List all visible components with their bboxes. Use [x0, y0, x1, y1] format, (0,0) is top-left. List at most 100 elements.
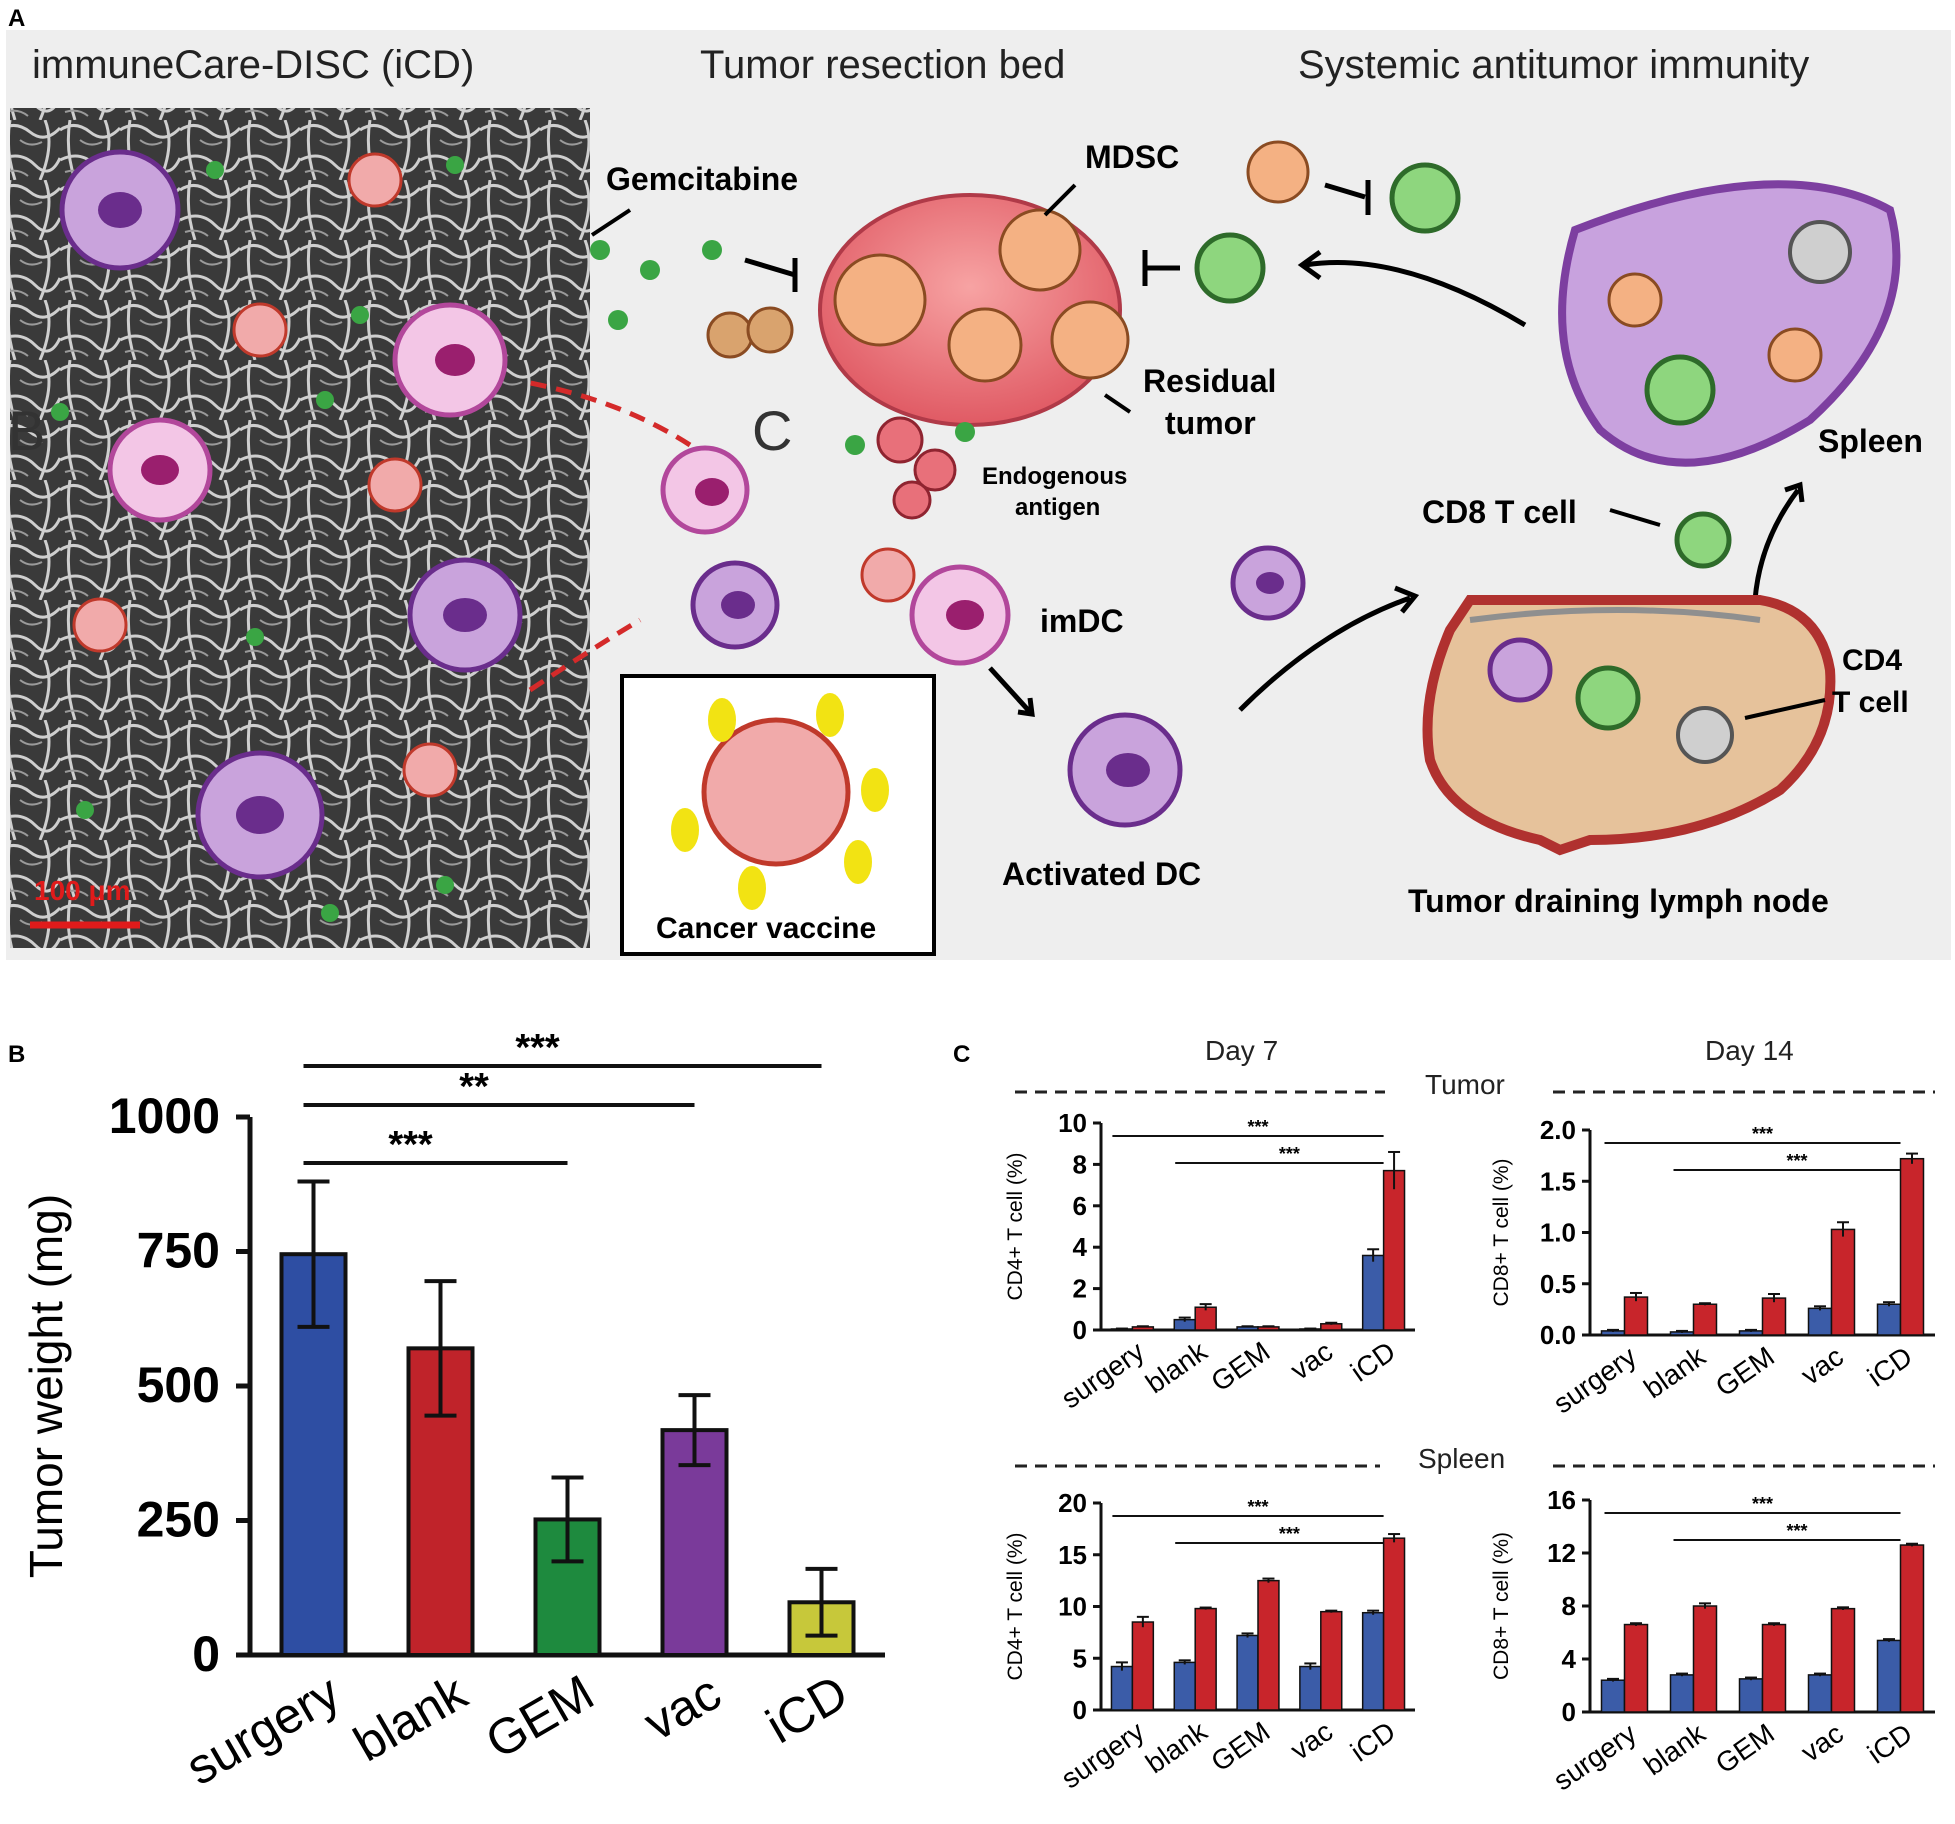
column-title-day14: Day 14: [1705, 1035, 1794, 1066]
column-title-day7: Day 7: [1205, 1035, 1278, 1066]
significance-label: ***: [1247, 1117, 1268, 1137]
residual-tumor-label-1: Residual: [1143, 363, 1276, 399]
y-tick-label: 5: [1073, 1643, 1087, 1673]
maturation-arrow-icon: [988, 666, 1035, 717]
panel-c-letter: C: [953, 1041, 970, 1068]
bar: [1194, 1306, 1217, 1331]
category-label: surgery: [177, 1664, 349, 1796]
cd4-label-2: T cell: [1832, 686, 1909, 719]
bar: [1761, 1297, 1787, 1336]
y-axis-label: CD8+ T cell (%): [1490, 1158, 1513, 1306]
vaccine-particle-icon: [367, 457, 423, 513]
y-axis-label: CD4+ T cell (%): [1004, 1532, 1027, 1680]
header-icd: immuneCare-DISC (iCD): [32, 43, 474, 87]
stray-letter-c: C: [752, 399, 792, 462]
bar: [1320, 1610, 1343, 1711]
bar: [1899, 1544, 1925, 1713]
bar: [1173, 1661, 1196, 1711]
y-tick-label: 10: [1058, 1108, 1087, 1138]
dc-cell-icon: [407, 557, 523, 673]
bar: [1382, 1537, 1406, 1711]
y-tick-label: 8: [1562, 1591, 1576, 1621]
bar: [1807, 1307, 1833, 1336]
dc-cell-icon: [690, 560, 780, 650]
activated-dc-label: Activated DC: [1002, 856, 1201, 892]
bar: [1761, 1623, 1787, 1713]
panel-c: C Day 7 Day 14 Tumor Spleen 0 2 4 6 8 10 CD4+ …: [953, 1035, 1935, 1796]
category-label: surgery: [1056, 1336, 1150, 1415]
y-tick-label: 12: [1547, 1538, 1576, 1568]
y-tick-label: 8: [1073, 1149, 1087, 1179]
gemcitabine-dot-icon: [246, 628, 264, 646]
gemcitabine-dot-icon: [702, 240, 722, 260]
y-tick-label: 6: [1073, 1191, 1087, 1221]
bar: [1876, 1639, 1902, 1713]
gemcitabine-dot-icon: [436, 876, 454, 894]
significance-label: ***: [1247, 1497, 1268, 1517]
bar: [1738, 1678, 1764, 1713]
category-label: iCD: [1345, 1336, 1401, 1388]
gemcitabine-dot-icon: [608, 310, 628, 330]
mdsc-cell-icon: [1246, 140, 1310, 204]
imdc-cell-icon: [392, 302, 508, 418]
residual-tumor-mass: [818, 193, 1130, 427]
dc-cell-icon: [59, 149, 181, 271]
panel-a: A immuneCare-DISC (iCD) Tumor resection …: [6, 5, 1951, 960]
category-label: vac: [1795, 1341, 1848, 1391]
bar: [1600, 1679, 1626, 1713]
y-tick-label: 2.0: [1540, 1115, 1576, 1145]
y-tick-label: 1.0: [1540, 1218, 1576, 1248]
stray-letter-b: B: [8, 399, 45, 462]
cd8-t-cell-label: CD8 T cell: [1422, 494, 1577, 530]
y-axis-label: CD8+ T cell (%): [1490, 1532, 1513, 1680]
imdc-cell-icon: [107, 417, 213, 523]
significance-label: ***: [1786, 1521, 1807, 1541]
imdc-cell-icon: [909, 564, 1011, 666]
significance-label: ***: [1752, 1494, 1773, 1514]
mdsc-label: MDSC: [1085, 139, 1179, 175]
category-label: blank: [1140, 1335, 1213, 1399]
mdsc-leader: [1043, 183, 1077, 217]
bar: [1692, 1303, 1718, 1336]
recruit-arrow-icon: [528, 617, 642, 693]
category-label: iCD: [1345, 1716, 1401, 1768]
gemcitabine-dot-icon: [590, 240, 610, 260]
imdc-cell-icon: [660, 445, 750, 535]
bar: [1236, 1634, 1259, 1711]
category-label: blank: [344, 1664, 476, 1773]
y-tick-label: 750: [137, 1223, 220, 1279]
bar: [1830, 1607, 1856, 1713]
inhibit-arrow-icon: [1142, 250, 1180, 286]
cd8-day14-tumor-chart: 0.0 0.5 1.0 1.5 2.0 CD8+ T cell (%) surgerybla…: [1490, 1115, 1935, 1419]
bar: [1623, 1623, 1649, 1713]
significance-label: ***: [515, 1027, 560, 1069]
gemcitabine-leader: [590, 208, 632, 237]
vaccine-particle-icon: [72, 597, 128, 653]
significance-label: ***: [388, 1124, 433, 1166]
y-tick-label: 16: [1547, 1485, 1576, 1515]
bar: [1361, 1254, 1385, 1331]
row-title-tumor: Tumor: [1425, 1069, 1505, 1100]
y-tick-label: 0.0: [1540, 1320, 1576, 1350]
y-tick-label: 20: [1058, 1488, 1087, 1518]
bar: [1110, 1665, 1134, 1711]
recruit-arrow-icon: [524, 379, 692, 448]
gemcitabine-label: Gemcitabine: [606, 161, 798, 197]
vaccine-particle-icon: [671, 693, 889, 910]
gemcitabine-dot-icon: [206, 161, 224, 179]
category-label: GEM: [1205, 1716, 1275, 1778]
t-cell-green-icon: [1389, 162, 1461, 234]
significance-label: **: [459, 1066, 489, 1108]
y-tick-label: 2: [1073, 1274, 1087, 1304]
vaccine-particle-icon: [402, 742, 458, 798]
y-tick-label: 500: [137, 1357, 220, 1413]
dc-cell-icon: [1230, 545, 1306, 621]
category-label: blank: [1638, 1340, 1711, 1404]
residual-tumor-label-2: tumor: [1165, 405, 1256, 441]
y-tick-label: 0: [192, 1626, 220, 1682]
lymph-node-icon: [1422, 595, 1836, 856]
cd4-label-1: CD4: [1842, 644, 1902, 677]
gemcitabine-dot-icon: [351, 306, 369, 324]
